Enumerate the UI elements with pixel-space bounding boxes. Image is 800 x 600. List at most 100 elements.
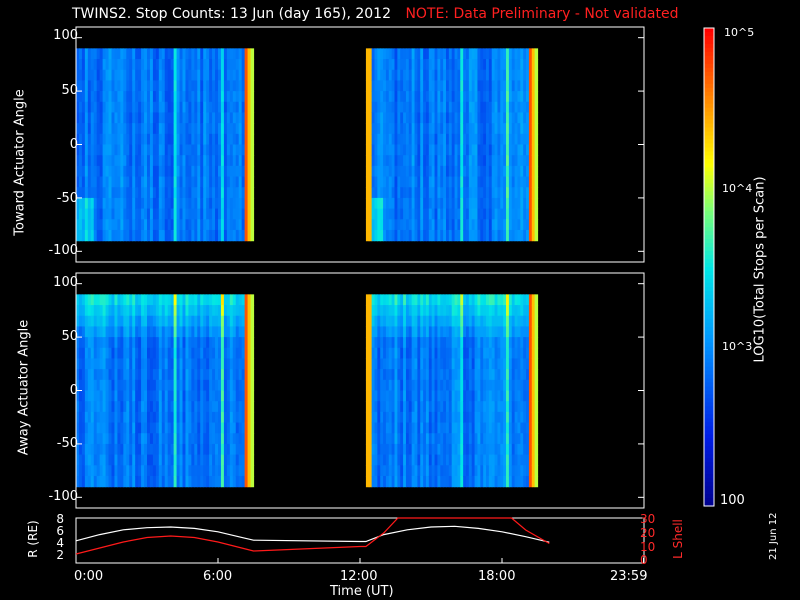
heatmap-cell	[374, 337, 378, 349]
heatmap-cell	[120, 80, 124, 92]
heatmap-cell	[448, 176, 453, 188]
heatmap-cell	[132, 187, 136, 199]
heatmap-cell	[425, 465, 430, 477]
heatmap-cell	[397, 401, 401, 413]
heatmap-cell	[440, 48, 444, 60]
heatmap-cell	[194, 475, 198, 488]
heatmap-cell	[78, 347, 83, 360]
heatmap-cell	[486, 112, 490, 124]
heatmap-cell	[403, 219, 407, 231]
heatmap-cell	[457, 347, 461, 360]
heatmap-cell	[81, 165, 86, 178]
heatmap-cell	[520, 347, 524, 360]
heatmap-cell	[129, 422, 133, 434]
heatmap-cell	[215, 176, 219, 188]
heatmap-cell	[226, 208, 231, 220]
heatmap-cell	[531, 475, 536, 488]
heatmap-cell	[185, 144, 190, 156]
heatmap-cell	[405, 208, 410, 220]
heatmap-cell	[428, 337, 433, 349]
heatmap-cell	[123, 112, 127, 124]
heatmap-cell	[463, 465, 467, 477]
heatmap-cell	[126, 369, 130, 381]
heatmap-cell	[123, 422, 127, 434]
heatmap-cell	[144, 208, 148, 220]
heatmap-cell	[488, 101, 493, 114]
heatmap-cell	[244, 411, 249, 424]
heatmap-cell	[517, 69, 521, 82]
heatmap-cell	[226, 294, 231, 306]
heatmap-cell	[517, 80, 521, 92]
heatmap-cell	[135, 465, 139, 477]
heatmap-cell	[523, 443, 527, 456]
heatmap-cell	[368, 208, 373, 220]
heatmap-cell	[176, 144, 181, 156]
heatmap-cell	[431, 144, 436, 156]
heatmap-cell	[388, 165, 393, 178]
heatmap-cell	[431, 229, 436, 242]
heatmap-cell	[434, 219, 439, 231]
heatmap-cell	[468, 422, 473, 434]
heatmap-cell	[78, 101, 83, 114]
heatmap-cell	[397, 326, 401, 338]
heatmap-cell	[182, 176, 187, 188]
heatmap-cell	[167, 390, 172, 402]
heatmap-cell	[480, 69, 484, 82]
heatmap-cell	[149, 475, 154, 488]
heatmap-cell	[437, 219, 441, 231]
heatmap-cell	[182, 80, 187, 92]
colorbar-segment	[704, 115, 714, 121]
heatmap-cell	[111, 443, 116, 456]
heatmap-cell	[215, 347, 219, 360]
heatmap-cell	[397, 197, 401, 210]
heatmap-cell	[81, 294, 86, 306]
heatmap-cell	[480, 294, 484, 306]
heatmap-cell	[534, 411, 539, 424]
heatmap-cell	[194, 229, 198, 242]
heatmap-cell	[90, 208, 95, 220]
heatmap-cell	[78, 197, 83, 210]
heatmap-cell	[84, 176, 89, 188]
heatmap-cell	[374, 208, 378, 220]
heatmap-cell	[170, 229, 175, 242]
heatmap-cell	[531, 422, 536, 434]
heatmap-cell	[173, 165, 178, 178]
heatmap-cell	[491, 80, 496, 92]
heatmap-cell	[377, 475, 381, 488]
heatmap-cell	[149, 443, 154, 456]
heatmap-cell	[526, 187, 530, 199]
heatmap-cell	[179, 101, 184, 114]
heatmap-cell	[377, 197, 381, 210]
heatmap-cell	[448, 69, 453, 82]
heatmap-cell	[111, 305, 116, 317]
heatmap-cell	[408, 358, 413, 370]
heatmap-cell	[508, 305, 513, 317]
heatmap-cell	[126, 155, 130, 167]
heatmap-cell	[437, 59, 441, 71]
heatmap-cell	[152, 326, 157, 338]
heatmap-cell	[170, 208, 175, 220]
heatmap-cell	[152, 337, 157, 349]
heatmap-cell	[117, 187, 121, 199]
heatmap-cell	[152, 229, 157, 242]
heatmap-cell	[173, 101, 178, 114]
heatmap-cell	[460, 358, 464, 370]
heatmap-cell	[523, 411, 527, 424]
heatmap-cell	[477, 59, 481, 71]
heatmap-cell	[232, 347, 237, 360]
heatmap-cell	[428, 443, 433, 456]
heatmap-cell	[111, 187, 116, 199]
heatmap-cell	[117, 208, 121, 220]
heatmap-cell	[182, 112, 187, 124]
heatmap-cell	[93, 294, 98, 306]
heatmap-cell	[223, 401, 228, 413]
heatmap-cell	[425, 155, 430, 167]
heatmap-cell	[152, 390, 157, 402]
heatmap-cell	[200, 294, 204, 306]
heatmap-cell	[232, 433, 237, 445]
heatmap-cell	[526, 133, 530, 146]
heatmap-cell	[377, 123, 381, 135]
heatmap-cell	[132, 101, 136, 114]
heatmap-cell	[520, 401, 524, 413]
heatmap-cell	[486, 208, 490, 220]
